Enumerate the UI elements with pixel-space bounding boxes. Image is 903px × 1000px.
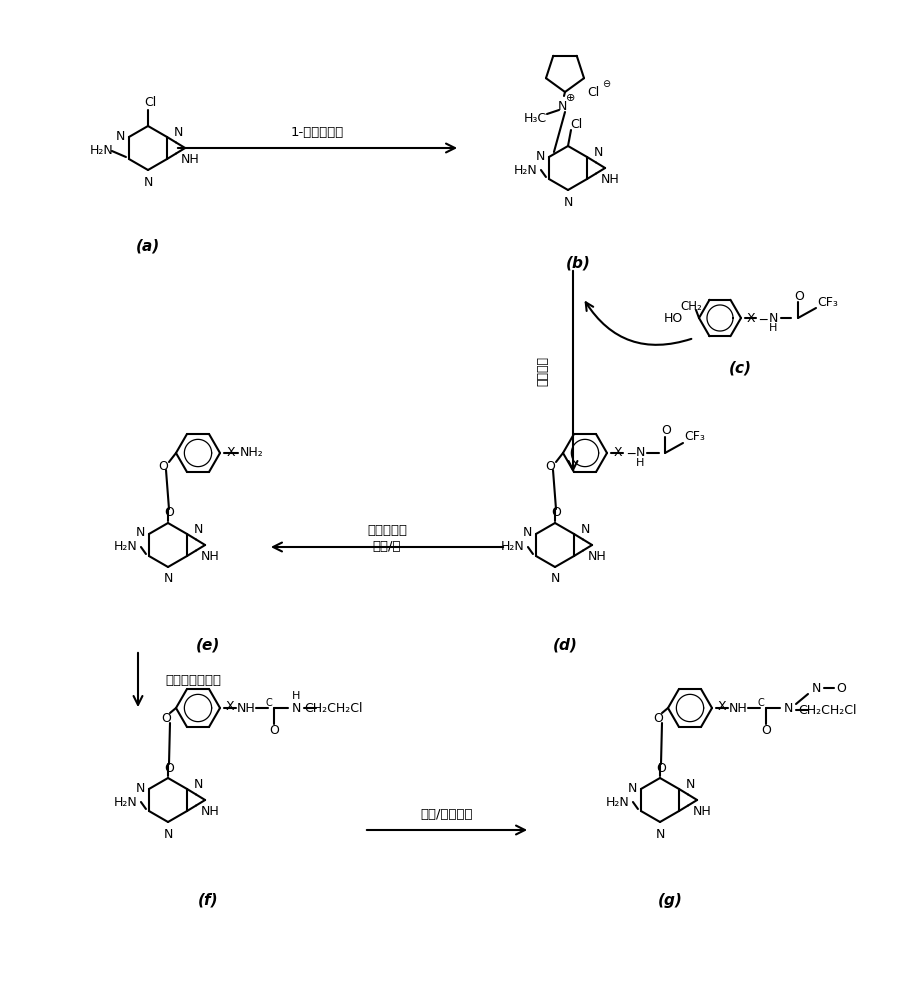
Text: (a): (a)	[135, 238, 160, 253]
FancyArrowPatch shape	[585, 302, 691, 345]
Text: H₂N: H₂N	[605, 796, 629, 808]
Text: (b): (b)	[565, 255, 590, 270]
Text: H: H	[635, 458, 644, 468]
Text: N: N	[684, 778, 694, 791]
Text: 由替工艺: 由替工艺	[535, 357, 549, 386]
Text: 甲醇/水: 甲醇/水	[372, 540, 401, 554]
Text: 氯乙基异氰酸酯: 氯乙基异氰酸酯	[165, 674, 220, 686]
Text: O: O	[652, 712, 662, 724]
Text: O: O	[760, 724, 770, 736]
Text: N: N	[782, 702, 792, 714]
Text: N: N	[535, 149, 544, 162]
Text: N: N	[144, 176, 153, 188]
Text: CF₃: CF₃	[816, 296, 837, 308]
Text: CF₃: CF₃	[684, 430, 704, 444]
Text: ─: ─	[759, 314, 766, 326]
Text: (g): (g)	[656, 892, 682, 908]
Text: H: H	[768, 323, 777, 333]
Text: N: N	[655, 828, 664, 840]
Text: O: O	[793, 290, 803, 302]
Text: N: N	[563, 196, 573, 209]
Text: O: O	[158, 460, 168, 473]
Text: N: N	[115, 129, 125, 142]
Text: NH₂: NH₂	[240, 446, 264, 460]
Text: N: N	[810, 682, 820, 694]
Text: H₂N: H₂N	[514, 163, 537, 176]
Text: X: X	[226, 700, 234, 714]
Text: ⊖: ⊖	[601, 79, 610, 89]
Text: ─: ─	[627, 448, 634, 460]
Text: NH: NH	[692, 805, 711, 818]
Text: (f): (f)	[198, 892, 218, 908]
Text: H: H	[292, 691, 300, 701]
Text: O: O	[163, 506, 173, 520]
Text: N: N	[193, 523, 202, 536]
Text: NH: NH	[181, 153, 200, 166]
Text: NH: NH	[600, 173, 619, 186]
Text: N: N	[768, 312, 777, 324]
Text: X: X	[227, 446, 235, 458]
Text: N: N	[580, 523, 589, 536]
Text: NH: NH	[200, 805, 219, 818]
Text: X: X	[746, 312, 755, 324]
Text: N: N	[163, 572, 172, 585]
Text: ⊕: ⊕	[565, 93, 575, 103]
Text: Cl: Cl	[586, 86, 599, 99]
Text: N: N	[550, 572, 559, 585]
Text: O: O	[545, 460, 554, 473]
Text: NH: NH	[728, 702, 747, 714]
Text: (d): (d)	[552, 638, 577, 652]
Text: N: N	[291, 702, 301, 714]
Text: CH₂CH₂Cl: CH₂CH₂Cl	[304, 702, 363, 714]
Text: O: O	[835, 682, 845, 694]
Text: C: C	[757, 698, 764, 708]
Text: N: N	[173, 126, 182, 139]
Text: (c): (c)	[728, 360, 750, 375]
Text: X: X	[717, 700, 725, 714]
Text: O: O	[269, 724, 279, 736]
Text: O: O	[161, 712, 171, 724]
Text: N: N	[635, 446, 644, 460]
Text: Cl: Cl	[569, 117, 582, 130]
Text: N: N	[135, 782, 144, 794]
Text: H₂N: H₂N	[114, 796, 137, 808]
Text: N: N	[627, 782, 636, 794]
Text: N: N	[522, 526, 531, 540]
Text: O: O	[660, 424, 670, 438]
Text: H₂N: H₂N	[90, 144, 114, 157]
Text: Cl: Cl	[144, 97, 156, 109]
Text: O: O	[656, 762, 666, 774]
Text: (e): (e)	[196, 638, 220, 652]
Text: NH: NH	[587, 550, 606, 563]
Text: C: C	[265, 698, 272, 708]
Text: N: N	[592, 146, 602, 159]
Text: H₂N: H₂N	[500, 540, 525, 554]
Text: CH₂: CH₂	[679, 300, 701, 312]
Text: NH: NH	[200, 550, 219, 563]
Text: N: N	[135, 526, 144, 540]
Text: 1-甲基吡咯烷: 1-甲基吡咯烷	[291, 125, 344, 138]
Text: H₂N: H₂N	[114, 540, 137, 554]
Text: O: O	[551, 506, 561, 520]
Text: 无水碳酸钾: 无水碳酸钾	[367, 524, 406, 538]
Text: N: N	[556, 100, 566, 112]
Text: H₃C: H₃C	[523, 111, 546, 124]
Text: 盐酸/亚硝酸钠: 盐酸/亚硝酸钠	[420, 808, 473, 820]
Text: N: N	[193, 778, 202, 791]
Text: NH: NH	[237, 702, 255, 714]
Text: N: N	[163, 828, 172, 840]
Text: O: O	[163, 762, 173, 774]
Text: X: X	[613, 446, 621, 458]
Text: CH₂CH₂Cl: CH₂CH₂Cl	[798, 704, 856, 716]
Text: HO: HO	[663, 312, 682, 326]
